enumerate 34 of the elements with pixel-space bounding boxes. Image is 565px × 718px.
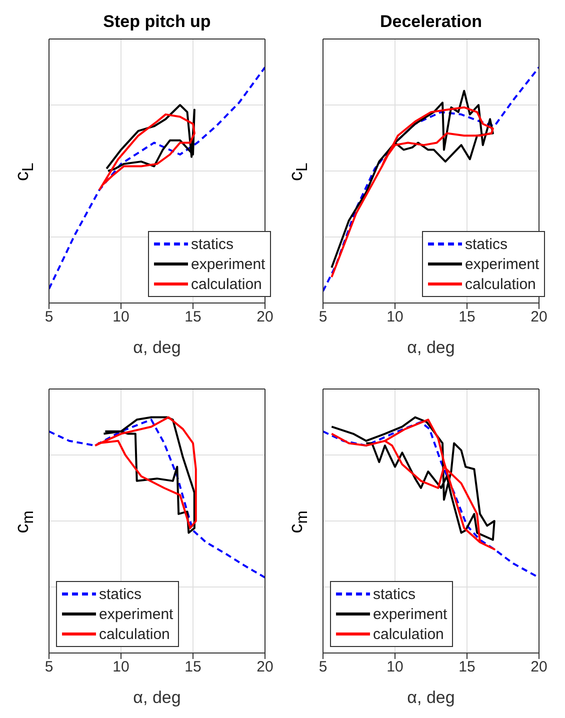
legend-label: statics [465, 236, 508, 252]
x-tick-label: 5 [44, 658, 54, 676]
legend-label: experiment [465, 256, 540, 272]
x-axis-title: α, deg [133, 688, 181, 707]
legend-label: experiment [99, 606, 174, 622]
x-tick-label: 15 [184, 308, 202, 326]
x-tick-label: 15 [184, 658, 202, 676]
x-tick-label: 10 [112, 308, 130, 326]
x-tick-label: 5 [318, 308, 328, 326]
x-tick-label: 15 [458, 658, 476, 676]
x-axis-title: α, deg [133, 338, 181, 357]
legend-label: statics [191, 236, 234, 252]
chart-title: Deceleration [378, 12, 484, 32]
x-tick-label: 10 [386, 308, 404, 326]
chart-title: Step pitch up [102, 12, 212, 32]
legend-label: statics [99, 586, 142, 602]
x-tick-label: 5 [44, 308, 54, 326]
x-tick-label: 20 [256, 308, 274, 326]
x-axis-title: α, deg [407, 338, 455, 357]
x-tick-label: 20 [256, 658, 274, 676]
legend-label: calculation [373, 626, 444, 642]
legend-label: calculation [465, 276, 536, 292]
x-tick-label: 20 [530, 308, 548, 326]
legend-label: calculation [99, 626, 170, 642]
legend-label: experiment [373, 606, 448, 622]
x-tick-label: 20 [530, 658, 548, 676]
legend-label: statics [373, 586, 416, 602]
x-tick-label: 5 [318, 658, 328, 676]
legend-label: experiment [191, 256, 266, 272]
x-tick-label: 10 [112, 658, 130, 676]
x-tick-label: 10 [386, 658, 404, 676]
x-axis-title: α, deg [407, 688, 455, 707]
x-tick-label: 15 [458, 308, 476, 326]
legend-label: calculation [191, 276, 262, 292]
